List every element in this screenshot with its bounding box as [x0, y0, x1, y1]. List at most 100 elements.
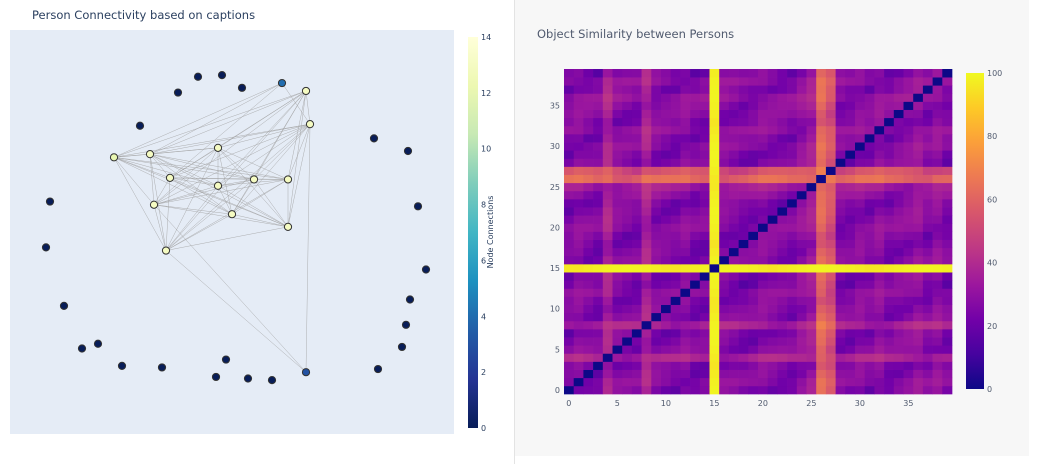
heatmap-cell — [864, 304, 875, 314]
heatmap-cell — [922, 117, 933, 127]
heatmap-cell — [845, 85, 856, 94]
network-node[interactable] — [41, 243, 51, 252]
network-node[interactable] — [213, 143, 223, 152]
heatmap-cell — [602, 77, 613, 86]
heatmap-cell — [893, 247, 904, 257]
network-node[interactable] — [301, 368, 311, 377]
network-colorbar-tick: 10 — [481, 145, 491, 154]
network-node[interactable] — [227, 210, 237, 219]
network-node[interactable] — [217, 71, 227, 80]
heatmap-cell — [758, 69, 769, 78]
heatmap-cell — [709, 247, 720, 257]
network-node[interactable] — [149, 200, 159, 209]
heatmap-cell — [913, 101, 924, 110]
heatmap-cell — [680, 85, 691, 94]
heatmap-cell — [816, 353, 827, 362]
network-node[interactable] — [373, 364, 383, 374]
network-node[interactable] — [267, 376, 277, 385]
network-node[interactable] — [405, 295, 415, 304]
network-node[interactable] — [401, 320, 411, 329]
heatmap-cell — [602, 142, 613, 151]
heatmap-cell — [787, 385, 798, 395]
network-node[interactable] — [369, 134, 379, 143]
network-node[interactable] — [45, 197, 55, 206]
network-node[interactable] — [221, 355, 231, 364]
heatmap-cell — [913, 134, 924, 143]
heatmap-cell — [884, 247, 895, 257]
heatmap-cell — [719, 150, 730, 159]
heatmap-cell — [564, 264, 575, 273]
network-node[interactable] — [237, 83, 247, 92]
heatmap-cell — [893, 174, 904, 184]
network-node[interactable] — [305, 120, 315, 129]
heatmap-cell — [651, 385, 662, 395]
network-node[interactable] — [249, 175, 259, 184]
heatmap-cell — [593, 361, 604, 370]
heatmap-cell — [728, 255, 739, 265]
network-node[interactable] — [243, 374, 253, 383]
heatmap-cell — [922, 215, 933, 224]
heatmap-cell — [719, 125, 730, 135]
heatmap-cell — [573, 312, 584, 322]
heatmap-cell — [777, 280, 788, 289]
network-node[interactable] — [157, 363, 167, 372]
network-node[interactable] — [301, 86, 311, 96]
heatmap-cell — [864, 125, 875, 135]
heatmap-cell — [922, 353, 933, 362]
network-node[interactable] — [421, 265, 431, 274]
heatmap-cell — [728, 239, 739, 249]
network-edge — [217, 185, 289, 228]
network-node[interactable] — [173, 88, 183, 97]
heatmap-cell — [913, 361, 924, 370]
heatmap-cell — [661, 199, 672, 208]
network-node[interactable] — [109, 153, 119, 162]
network-edge — [165, 147, 219, 251]
heatmap-cell — [631, 329, 642, 338]
heatmap-cell — [874, 337, 885, 346]
heatmap-cell — [641, 369, 652, 379]
network-node[interactable] — [145, 150, 155, 159]
network-node[interactable] — [161, 246, 171, 255]
heatmap-cell — [719, 174, 730, 184]
heatmap-cell — [719, 117, 730, 127]
network-node[interactable] — [213, 181, 223, 190]
heatmap-cell — [806, 320, 817, 330]
network-node[interactable] — [59, 301, 69, 310]
network-node[interactable] — [117, 361, 127, 370]
network-node[interactable] — [135, 121, 145, 130]
heatmap-cell — [680, 361, 691, 370]
heatmap-cell — [787, 369, 798, 379]
heatmap-cell — [738, 320, 749, 330]
heatmap-cell — [564, 247, 575, 257]
heatmap-cell — [884, 142, 895, 151]
heatmap-cell — [593, 353, 604, 362]
network-node[interactable] — [211, 372, 221, 382]
heatmap-cell — [845, 337, 856, 346]
heatmap-cell — [680, 166, 691, 175]
network-node[interactable] — [193, 72, 203, 81]
heatmap-cell — [864, 182, 875, 192]
network-node[interactable] — [165, 173, 175, 182]
network-node[interactable] — [77, 344, 87, 353]
heatmap-cell — [942, 109, 953, 119]
network-node[interactable] — [403, 146, 413, 156]
network-node[interactable] — [283, 222, 293, 231]
network-node[interactable] — [413, 202, 423, 211]
heatmap-cell — [631, 385, 642, 395]
network-node[interactable] — [397, 342, 407, 352]
network-node[interactable] — [277, 78, 287, 88]
heatmap-cell — [709, 101, 720, 110]
heatmap-cell — [855, 134, 866, 143]
heatmap-cell — [932, 207, 943, 216]
network-node[interactable] — [283, 175, 293, 184]
heatmap-cell — [719, 312, 730, 322]
heatmap-cell — [796, 150, 807, 159]
heatmap-cell — [855, 109, 866, 119]
heatmap-cell — [835, 329, 846, 338]
network-node[interactable] — [93, 339, 103, 348]
heatmap-cell — [709, 93, 720, 102]
heatmap-cell — [893, 353, 904, 362]
heatmap-cell — [699, 166, 710, 175]
heatmap-cell — [670, 190, 681, 200]
heatmap-cell — [670, 207, 681, 216]
